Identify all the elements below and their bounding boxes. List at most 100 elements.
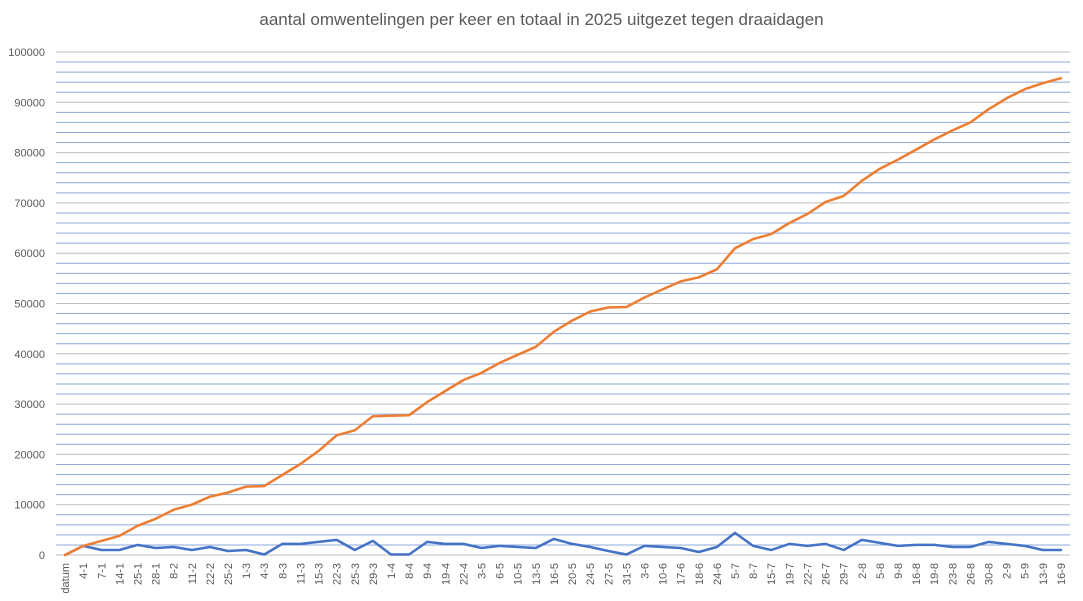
x-tick-label: 31-5 xyxy=(621,563,633,585)
x-tick-label: 15-3 xyxy=(314,563,326,585)
data-point xyxy=(354,549,356,551)
x-tick-label: 8-2 xyxy=(169,563,181,579)
data-point xyxy=(770,549,772,551)
x-tick-label: 9-4 xyxy=(422,563,434,579)
data-point xyxy=(589,310,591,312)
y-tick-label: 50000 xyxy=(14,299,45,311)
x-tick-label: 7-1 xyxy=(96,563,108,579)
x-tick-label: 1-4 xyxy=(386,563,398,579)
x-tick-label: 30-8 xyxy=(984,563,996,585)
x-tick-label: 14-1 xyxy=(114,563,126,585)
data-point xyxy=(209,496,211,498)
series-total-line xyxy=(63,76,1063,557)
data-point xyxy=(824,201,826,203)
x-tick-label: 9-8 xyxy=(893,563,905,579)
x-tick-label: 10-5 xyxy=(513,563,525,585)
data-point xyxy=(462,379,464,381)
x-tick-label: 10-6 xyxy=(658,563,670,585)
data-point xyxy=(480,547,482,549)
x-tick-label: 29-7 xyxy=(839,563,851,585)
data-point xyxy=(299,543,301,545)
data-point xyxy=(354,429,356,431)
data-point xyxy=(263,553,265,555)
data-point xyxy=(625,553,627,555)
data-point xyxy=(444,390,446,392)
x-tick-label: 5-8 xyxy=(875,563,887,579)
data-point xyxy=(173,546,175,548)
data-point xyxy=(698,276,700,278)
x-tick-label: 19-7 xyxy=(784,563,796,585)
data-point xyxy=(317,450,319,452)
data-point xyxy=(661,546,663,548)
data-point xyxy=(118,535,120,537)
y-tick-label: 100000 xyxy=(8,47,45,59)
data-point xyxy=(824,543,826,545)
data-point xyxy=(444,543,446,545)
x-tick-label: 4-1 xyxy=(78,563,90,579)
data-point xyxy=(281,474,283,476)
y-tick-label: 40000 xyxy=(14,349,45,361)
x-tick-labels: datum 4-1 7-1 14-1 25-1 28-1 8-2 11-2 22-2 25-2 1-… xyxy=(60,563,1068,594)
x-tick-label: 19-4 xyxy=(440,563,452,585)
x-tick-label: 22-4 xyxy=(458,563,470,585)
data-point xyxy=(136,544,138,546)
series-per-turn-line xyxy=(63,531,1063,557)
data-point xyxy=(843,195,845,197)
data-point xyxy=(227,550,229,552)
data-point xyxy=(987,541,989,543)
data-point xyxy=(82,545,84,547)
data-point xyxy=(173,509,175,511)
data-point xyxy=(969,546,971,548)
data-point xyxy=(1023,545,1025,547)
data-point xyxy=(535,346,537,348)
data-point xyxy=(426,401,428,403)
x-tick-label: 23-8 xyxy=(947,563,959,585)
data-point xyxy=(408,553,410,555)
x-tick-label: 5-9 xyxy=(1020,563,1032,579)
x-tick-label: 17-6 xyxy=(676,563,688,585)
data-point xyxy=(317,541,319,543)
data-point xyxy=(263,485,265,487)
data-point xyxy=(806,545,808,547)
x-tick-label: 2-9 xyxy=(1002,563,1014,579)
y-tick-label: 60000 xyxy=(14,248,45,260)
data-point xyxy=(933,138,935,140)
data-point xyxy=(1042,82,1044,84)
data-point xyxy=(1060,549,1062,551)
x-tick-label: 11-3 xyxy=(295,563,307,584)
y-tick-label: 10000 xyxy=(14,500,45,512)
data-point xyxy=(843,549,845,551)
data-point xyxy=(281,543,283,545)
data-point xyxy=(589,546,591,548)
data-point xyxy=(734,532,736,534)
data-point xyxy=(680,547,682,549)
data-point xyxy=(752,545,754,547)
data-point xyxy=(1060,77,1062,79)
x-tick-label: 26-7 xyxy=(821,563,833,585)
data-point xyxy=(788,222,790,224)
data-point xyxy=(661,288,663,290)
x-tick-label: 20-5 xyxy=(567,563,579,585)
data-point xyxy=(209,546,211,548)
x-tick-label: 22-3 xyxy=(332,563,344,585)
data-point xyxy=(245,549,247,551)
data-point xyxy=(245,485,247,487)
x-tick-label: 26-8 xyxy=(965,563,977,585)
data-point xyxy=(571,319,573,321)
x-tick-label: 25-2 xyxy=(223,563,235,585)
data-point xyxy=(372,540,374,542)
x-tick-label: 24-5 xyxy=(585,563,597,585)
x-tick-label: 19-8 xyxy=(929,563,941,585)
data-point xyxy=(607,550,609,552)
data-point xyxy=(607,306,609,308)
x-tick-label: 11-2 xyxy=(187,563,199,584)
data-point xyxy=(372,415,374,417)
data-point xyxy=(227,491,229,493)
data-point xyxy=(336,539,338,541)
data-point xyxy=(951,129,953,131)
data-point xyxy=(951,546,953,548)
x-tick-label: 18-6 xyxy=(694,563,706,585)
data-point xyxy=(1005,543,1007,545)
